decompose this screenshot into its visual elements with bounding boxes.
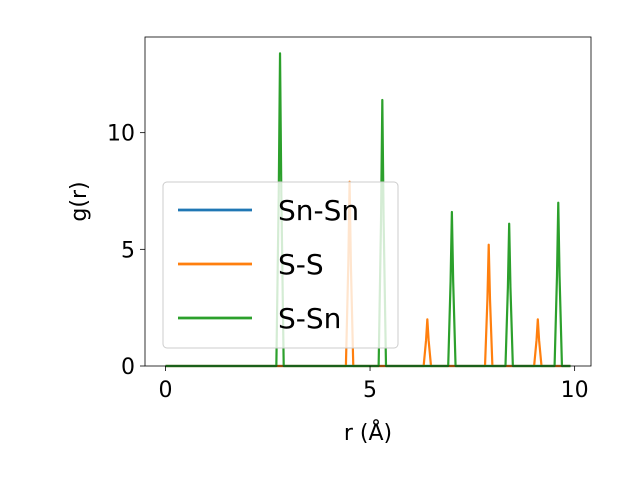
y-tick-label: 10 <box>107 122 135 147</box>
x-axis-label: r (Å) <box>344 419 392 446</box>
legend-box <box>162 181 399 349</box>
legend: Sn-Sn S-S S-Sn <box>162 181 399 349</box>
legend-label: S-S <box>278 248 324 281</box>
x-tick-label: 5 <box>363 378 377 403</box>
y-tick-label: 5 <box>121 238 135 263</box>
y-axis-ticks: 0 5 10 <box>107 122 145 380</box>
y-axis-label: g(r) <box>67 181 92 221</box>
legend-label: S-Sn <box>278 302 341 335</box>
axes-frame <box>144 36 592 367</box>
x-tick-label: 10 <box>561 378 589 403</box>
y-tick-label: 0 <box>121 355 135 380</box>
x-tick-label: 0 <box>158 378 172 403</box>
x-axis-ticks: 0 5 10 <box>158 366 589 403</box>
legend-label: Sn-Sn <box>278 194 359 227</box>
